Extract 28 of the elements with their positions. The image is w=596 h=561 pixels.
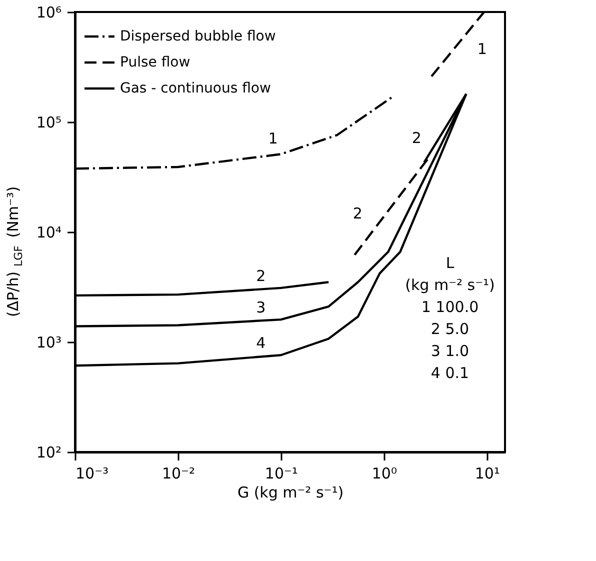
x-axis-title: G (kg m⁻² s⁻¹) [237, 484, 344, 502]
annotation: 1 [268, 130, 278, 148]
y-tick-label: 10⁶ [36, 4, 62, 22]
annotation: 4 [256, 334, 266, 352]
x-tick-label: 10⁻¹ [264, 464, 298, 482]
y-tick-label: 10² [36, 444, 62, 462]
annotation: 3 1.0 [430, 342, 470, 360]
y-axis-title: (ΔP/h)LGF (Nm⁻³) [4, 186, 25, 317]
annotation: 2 5.0 [430, 320, 470, 338]
y-tick-label: 10⁴ [36, 224, 62, 242]
x-tick-label: 10⁻³ [76, 464, 109, 482]
annotation: 3 [256, 298, 266, 317]
x-tick-label: 10¹ [474, 464, 500, 482]
annotation: 2 [352, 204, 362, 222]
annotation: (kg m⁻² s⁻¹) [405, 276, 495, 294]
legend-label: Pulse flow [120, 54, 190, 70]
annotation: 2 [412, 128, 422, 147]
x-tick-label: 10⁰ [372, 464, 397, 482]
x-tick-label: 10⁻² [162, 464, 195, 482]
annotation: 1 100.0 [421, 298, 479, 316]
annotation: 4 0.1 [430, 364, 470, 382]
annotation: 1 [477, 40, 487, 58]
annotation: 2 [256, 266, 266, 285]
annotation: L [446, 254, 455, 272]
y-tick-label: 10³ [36, 334, 62, 352]
y-tick-label: 10⁵ [36, 114, 62, 132]
legend-label: Gas - continuous flow [120, 80, 271, 96]
legend-label: Dispersed bubble flow [120, 28, 276, 44]
